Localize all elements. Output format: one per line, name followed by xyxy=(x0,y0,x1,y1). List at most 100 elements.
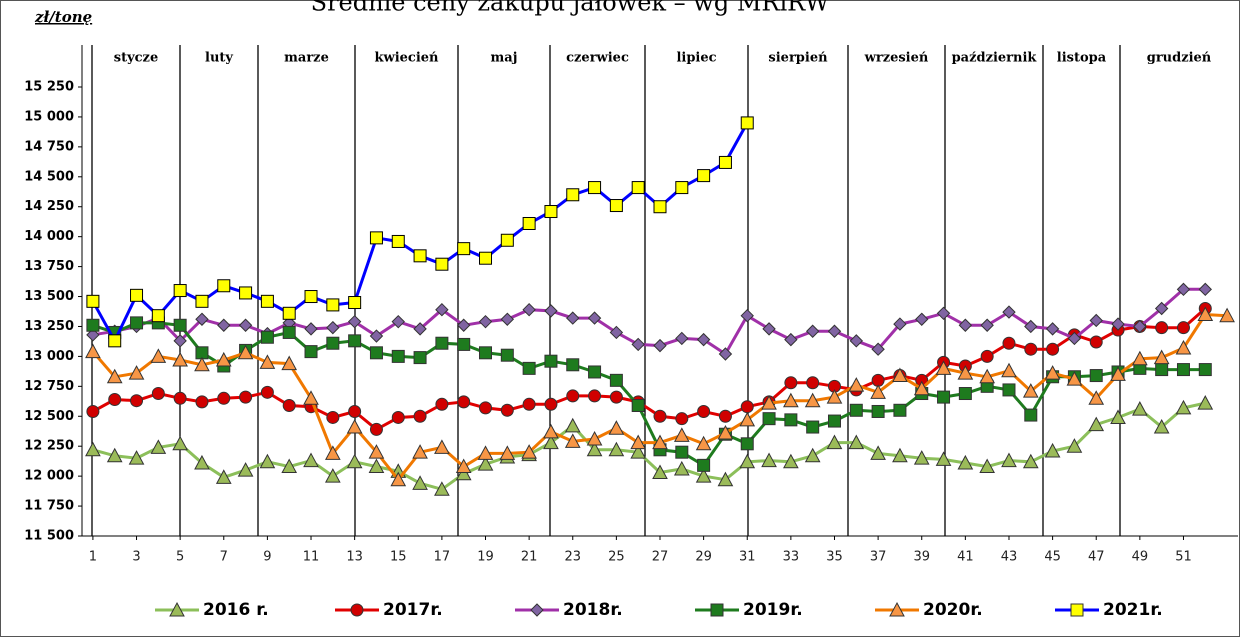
month-label: maj xyxy=(491,51,518,66)
marker xyxy=(958,387,972,401)
marker xyxy=(848,377,865,392)
marker xyxy=(173,318,187,332)
marker xyxy=(239,390,253,404)
x-tick-label: 1 xyxy=(89,550,97,565)
marker xyxy=(457,337,471,351)
x-tick-label: 47 xyxy=(1088,550,1105,565)
marker xyxy=(390,471,407,487)
marker xyxy=(564,433,581,448)
marker xyxy=(870,384,886,399)
marker xyxy=(217,391,231,405)
marker xyxy=(86,404,100,418)
x-tick-label: 11 xyxy=(303,550,320,565)
month-label: czerwiec xyxy=(566,51,629,66)
marker xyxy=(1001,452,1017,468)
marker xyxy=(477,445,494,460)
marker xyxy=(130,288,144,302)
marker xyxy=(304,345,318,359)
marker xyxy=(108,393,122,407)
marker xyxy=(849,403,863,417)
marker xyxy=(413,322,427,336)
y-tick-label: 14 250 xyxy=(24,199,74,214)
marker xyxy=(260,385,274,399)
marker xyxy=(477,456,494,471)
month-label: lipiec xyxy=(676,51,716,66)
series xyxy=(85,395,1214,496)
marker xyxy=(108,334,122,348)
marker xyxy=(804,447,821,463)
marker xyxy=(566,311,580,325)
marker xyxy=(456,318,471,332)
marker xyxy=(413,249,427,263)
marker xyxy=(434,481,450,496)
marker xyxy=(346,418,363,434)
marker xyxy=(128,365,145,380)
marker xyxy=(260,330,274,344)
marker xyxy=(892,367,908,383)
legend-label: 2019r. xyxy=(743,600,803,620)
marker xyxy=(85,343,101,359)
marker xyxy=(609,373,623,387)
marker xyxy=(958,318,973,332)
x-tick-label: 31 xyxy=(739,550,756,565)
month-label: stycze xyxy=(114,51,158,66)
marker xyxy=(1067,331,1082,346)
marker xyxy=(889,601,905,617)
month-label: luty xyxy=(205,51,233,66)
marker xyxy=(1066,438,1083,453)
marker xyxy=(695,468,712,483)
legend-label: 2016 r. xyxy=(203,600,269,620)
marker xyxy=(761,395,777,410)
marker xyxy=(762,322,776,336)
marker xyxy=(455,465,472,481)
marker xyxy=(1153,418,1170,434)
marker xyxy=(697,458,711,472)
marker xyxy=(957,365,974,380)
marker xyxy=(281,458,298,474)
x-tick-label: 35 xyxy=(826,550,843,565)
marker xyxy=(653,409,667,423)
marker xyxy=(215,351,232,367)
marker xyxy=(369,422,383,436)
marker xyxy=(348,296,362,310)
marker xyxy=(653,200,667,214)
marker xyxy=(238,318,253,332)
x-tick-label: 51 xyxy=(1175,550,1192,565)
marker xyxy=(435,336,449,350)
marker xyxy=(151,387,165,401)
marker xyxy=(173,334,187,348)
marker xyxy=(479,346,493,360)
marker xyxy=(169,601,185,617)
marker xyxy=(1089,335,1103,349)
marker xyxy=(936,306,951,321)
marker xyxy=(521,444,537,459)
marker xyxy=(195,294,209,308)
marker xyxy=(849,334,864,348)
marker xyxy=(1089,369,1103,383)
marker xyxy=(1155,321,1169,335)
marker xyxy=(1070,603,1084,617)
marker xyxy=(106,368,123,384)
marker xyxy=(324,468,341,483)
marker xyxy=(304,290,318,304)
marker xyxy=(86,318,100,332)
marker xyxy=(892,447,908,463)
marker xyxy=(543,434,559,450)
marker xyxy=(826,389,843,404)
marker xyxy=(848,434,865,450)
marker xyxy=(588,365,602,379)
marker xyxy=(710,603,724,617)
marker xyxy=(675,331,689,346)
y-tick-label: 14 750 xyxy=(24,139,74,154)
series xyxy=(86,116,754,348)
marker xyxy=(522,361,536,375)
month-label: marze xyxy=(284,51,329,66)
marker xyxy=(587,311,602,325)
x-tick-label: 41 xyxy=(957,550,974,565)
marker xyxy=(673,427,690,442)
marker xyxy=(1132,401,1148,416)
x-tick-label: 49 xyxy=(1132,550,1149,565)
chart-title: Średnie ceny zakupu jałówek – wg MRiRW xyxy=(311,0,830,17)
marker xyxy=(195,312,209,326)
